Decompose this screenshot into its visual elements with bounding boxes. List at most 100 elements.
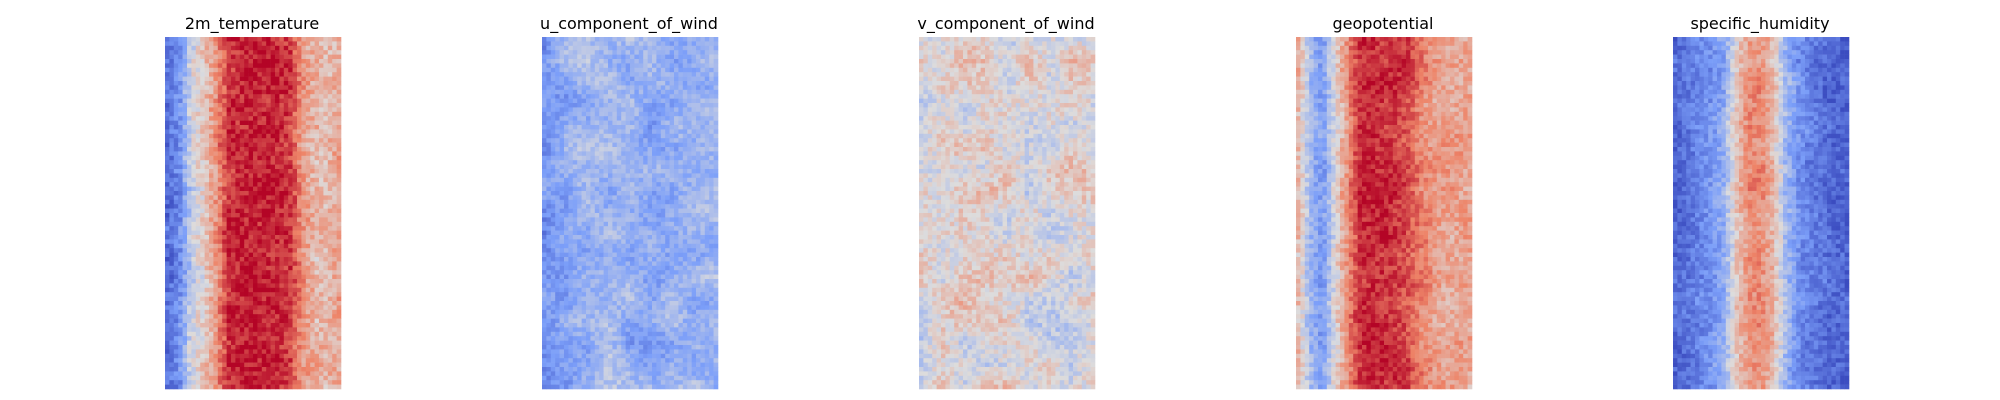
heatmap-cell bbox=[209, 257, 214, 262]
heatmap-cell bbox=[647, 129, 653, 135]
heatmap-cell bbox=[678, 50, 684, 55]
heatmap-cell bbox=[709, 45, 714, 51]
heatmap-cell bbox=[275, 305, 280, 311]
heatmap-cell bbox=[292, 81, 298, 86]
heatmap-cell bbox=[323, 147, 329, 152]
heatmap-cell bbox=[279, 248, 285, 253]
heatmap-cell bbox=[643, 169, 648, 174]
heatmap-cell bbox=[288, 367, 293, 372]
heatmap-cell bbox=[266, 94, 271, 99]
heatmap-cell bbox=[231, 186, 236, 192]
heatmap-cell bbox=[616, 89, 622, 95]
heatmap-cell bbox=[191, 274, 197, 280]
heatmap-cell bbox=[173, 213, 179, 218]
heatmap-cell bbox=[178, 235, 183, 240]
heatmap-cell bbox=[226, 103, 232, 108]
heatmap-cell bbox=[674, 221, 679, 227]
heatmap-cell bbox=[327, 76, 333, 82]
heatmap-cell bbox=[652, 160, 657, 165]
heatmap-cell bbox=[178, 248, 183, 253]
heatmap-cell bbox=[647, 204, 653, 209]
heatmap-cell bbox=[550, 186, 556, 192]
heatmap-cell bbox=[222, 226, 227, 231]
heatmap-cell bbox=[647, 37, 653, 42]
heatmap-cell bbox=[319, 261, 324, 267]
heatmap-cell bbox=[652, 221, 657, 227]
heatmap-cell bbox=[222, 279, 227, 284]
heatmap-cell bbox=[231, 375, 236, 381]
heatmap-cell bbox=[323, 72, 329, 77]
heatmap-cell bbox=[169, 362, 175, 368]
heatmap-cell bbox=[182, 72, 188, 77]
heatmap-cell bbox=[297, 103, 302, 108]
heatmap-cell bbox=[266, 213, 271, 218]
heatmap-cell bbox=[700, 199, 706, 205]
heatmap-cell bbox=[704, 129, 710, 135]
heatmap-cell bbox=[239, 375, 245, 381]
heatmap-cell bbox=[231, 111, 236, 117]
heatmap-cell bbox=[253, 340, 258, 346]
heatmap-cell bbox=[195, 177, 201, 183]
heatmap-cell bbox=[546, 138, 552, 143]
heatmap-cell bbox=[178, 125, 183, 130]
heatmap-cell bbox=[581, 133, 587, 139]
heatmap-cell bbox=[173, 380, 179, 385]
heatmap-cell bbox=[261, 76, 267, 82]
heatmap-cell bbox=[630, 182, 635, 187]
heatmap-cell bbox=[266, 169, 271, 174]
heatmap-cell bbox=[700, 226, 706, 231]
heatmap-cell bbox=[327, 384, 333, 390]
heatmap-cell bbox=[226, 195, 232, 201]
heatmap-cell bbox=[209, 371, 214, 377]
heatmap-cell bbox=[301, 296, 307, 302]
heatmap-cell bbox=[279, 50, 285, 55]
heatmap-cell bbox=[625, 226, 631, 231]
heatmap-cell bbox=[204, 257, 210, 262]
heatmap-cell bbox=[555, 67, 560, 73]
heatmap-cell bbox=[310, 138, 315, 143]
heatmap-cell bbox=[275, 309, 280, 315]
heatmap-cell bbox=[586, 116, 591, 121]
heatmap-cell bbox=[301, 279, 307, 284]
heatmap-cell bbox=[586, 85, 591, 91]
heatmap-cell bbox=[275, 89, 280, 95]
heatmap-cell bbox=[257, 111, 263, 117]
heatmap-cell bbox=[257, 371, 263, 377]
heatmap-cell bbox=[542, 147, 547, 152]
heatmap-cell bbox=[310, 353, 315, 359]
heatmap-cell bbox=[266, 252, 271, 258]
heatmap-cell bbox=[319, 221, 324, 227]
heatmap-cell bbox=[700, 208, 706, 214]
heatmap-cell bbox=[253, 186, 258, 192]
heatmap-cell bbox=[213, 116, 219, 121]
heatmap-cell bbox=[319, 331, 324, 337]
heatmap-cell bbox=[314, 142, 320, 148]
heatmap-cell bbox=[674, 45, 679, 51]
heatmap-cell bbox=[704, 98, 710, 104]
heatmap-cell bbox=[297, 208, 302, 214]
heatmap-cell bbox=[678, 208, 684, 214]
heatmap-cell bbox=[244, 147, 249, 152]
heatmap-cell bbox=[231, 50, 236, 55]
heatmap-cell bbox=[173, 72, 179, 77]
heatmap-cell bbox=[165, 107, 170, 113]
heatmap-cell bbox=[165, 177, 170, 183]
heatmap-cell bbox=[630, 76, 635, 82]
heatmap-cell bbox=[630, 111, 635, 117]
heatmap-cell bbox=[266, 235, 271, 240]
heatmap-cell bbox=[314, 217, 320, 223]
heatmap-cell bbox=[266, 279, 271, 284]
heatmap-cell bbox=[239, 129, 245, 135]
heatmap-cell bbox=[253, 195, 258, 201]
heatmap-cell bbox=[660, 177, 666, 183]
heatmap-cell bbox=[297, 384, 302, 390]
heatmap-cell bbox=[239, 37, 245, 42]
heatmap-cell bbox=[279, 349, 285, 355]
heatmap-cell bbox=[266, 142, 271, 148]
heatmap-cell bbox=[581, 221, 587, 227]
heatmap-cell bbox=[682, 41, 688, 47]
heatmap-cell bbox=[546, 191, 552, 196]
heatmap-cell bbox=[191, 336, 197, 341]
heatmap-cell bbox=[674, 182, 679, 187]
heatmap-cell bbox=[608, 120, 613, 126]
